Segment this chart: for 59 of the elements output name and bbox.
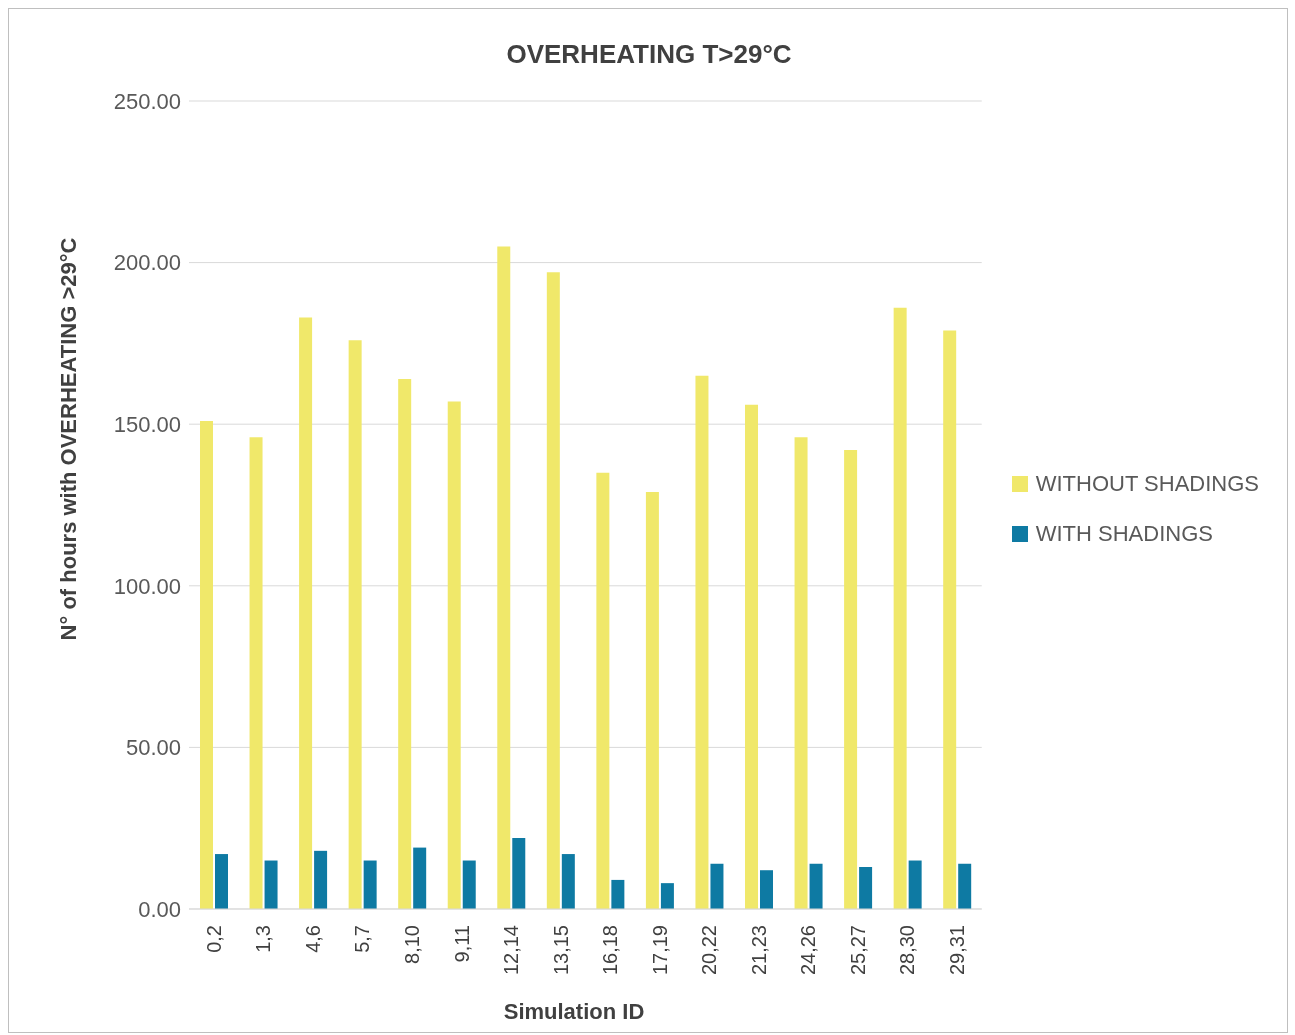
- x-tick-label: 5,7: [351, 925, 374, 953]
- x-tick-label: 17,19: [648, 925, 671, 976]
- x-tick-label: 20,22: [698, 925, 721, 976]
- x-tick-label: 4,6: [301, 925, 324, 953]
- bar: [809, 863, 823, 909]
- x-tick-label: 28,30: [896, 925, 919, 976]
- bar: [363, 860, 377, 909]
- bar: [398, 378, 412, 909]
- x-tick-label: 13,15: [549, 925, 572, 976]
- chart-title: OVERHEATING T>29°C: [505, 39, 793, 70]
- bar: [546, 272, 560, 909]
- bar: [660, 883, 674, 909]
- y-tick-label: 0.00: [138, 896, 181, 922]
- bar: [249, 437, 263, 909]
- x-tick-label: 8,10: [400, 925, 423, 964]
- bar: [859, 866, 873, 909]
- bar: [314, 850, 328, 909]
- bar: [447, 401, 461, 909]
- x-tick-label: 0,2: [202, 925, 225, 953]
- bar: [561, 854, 575, 909]
- y-tick-label: 100.00: [113, 573, 181, 599]
- x-tick-label: 29,31: [945, 925, 968, 976]
- bar: [200, 420, 213, 909]
- y-axis-title: N° of hours with OVERHEATING >29°C: [56, 237, 82, 641]
- legend-label: WITHOUT SHADINGS: [1035, 471, 1259, 497]
- bar: [710, 863, 724, 909]
- bar: [794, 437, 808, 909]
- legend-label: WITH SHADINGS: [1035, 521, 1213, 547]
- bar: [264, 860, 278, 909]
- x-tick-label: 9,11: [450, 925, 473, 963]
- bar: [215, 854, 228, 909]
- bar: [512, 837, 526, 909]
- x-tick-label: 24,26: [797, 925, 820, 976]
- bar: [958, 863, 972, 909]
- bar: [413, 847, 427, 909]
- bar: [348, 340, 362, 909]
- x-tick-label: 21,23: [747, 925, 770, 976]
- bar: [760, 870, 773, 909]
- bar: [844, 450, 858, 909]
- bar: [893, 307, 907, 909]
- bar: [596, 472, 610, 909]
- bar: [611, 879, 625, 909]
- y-tick-label: 200.00: [113, 250, 181, 276]
- bar: [645, 492, 659, 909]
- x-axis-title: Simulation ID: [502, 999, 646, 1025]
- bar: [299, 317, 313, 909]
- bar: [908, 860, 922, 909]
- bar: [462, 860, 476, 909]
- y-tick-label: 250.00: [113, 88, 181, 114]
- x-tick-label: 12,14: [500, 925, 523, 976]
- x-tick-label: 25,27: [846, 925, 869, 976]
- y-tick-label: 50.00: [125, 735, 181, 761]
- y-tick-label: 150.00: [113, 412, 181, 438]
- bar: [745, 404, 758, 909]
- bar: [695, 375, 709, 909]
- bar: [497, 246, 511, 909]
- bar: [943, 330, 957, 909]
- x-tick-label: 1,3: [252, 925, 275, 953]
- x-tick-label: 16,18: [599, 925, 622, 976]
